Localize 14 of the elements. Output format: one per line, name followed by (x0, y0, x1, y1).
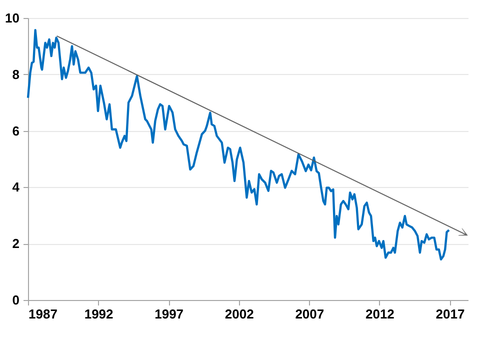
x-tick-label: 2007 (295, 306, 324, 322)
y-tick-label: 2 (12, 236, 20, 252)
y-tick-label: 6 (12, 123, 20, 138)
y-tick-label: 4 (12, 180, 20, 195)
x-tick-label: 2012 (365, 306, 394, 322)
y-tick-label: 8 (12, 66, 20, 82)
x-tick-label: 1987 (28, 306, 58, 322)
y-tick-label: 0 (12, 292, 20, 308)
x-tick-label: 1997 (154, 306, 184, 322)
x-tick-label: 1992 (84, 306, 114, 322)
x-tick-label: 2002 (224, 306, 254, 322)
y-tick-label: 10 (5, 10, 20, 26)
line-series (26, 29, 450, 260)
x-tick-label: 2017 (436, 306, 465, 322)
